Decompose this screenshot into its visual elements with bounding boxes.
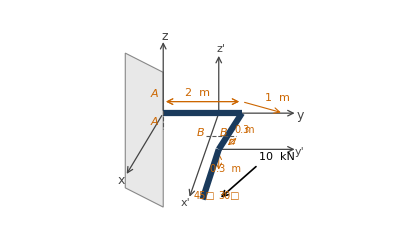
Text: 0.3  m: 0.3 m (210, 164, 241, 173)
Text: B: B (196, 128, 204, 138)
Text: 2  m: 2 m (186, 88, 210, 98)
Text: 45□: 45□ (193, 190, 215, 200)
Text: 1  m: 1 m (265, 93, 290, 103)
Text: x': x' (181, 198, 190, 208)
Text: A: A (151, 118, 159, 128)
Text: y': y' (295, 147, 305, 157)
Text: z: z (162, 30, 168, 43)
Text: y: y (297, 109, 304, 122)
Polygon shape (125, 53, 163, 207)
Text: 30□: 30□ (218, 190, 239, 200)
Text: 0.3: 0.3 (234, 125, 249, 135)
Text: z': z' (217, 44, 225, 54)
Text: B: B (220, 128, 227, 138)
Text: x: x (118, 174, 125, 187)
Text: m: m (244, 125, 254, 135)
Text: A: A (151, 89, 159, 99)
Text: 10  kN: 10 kN (260, 152, 295, 162)
